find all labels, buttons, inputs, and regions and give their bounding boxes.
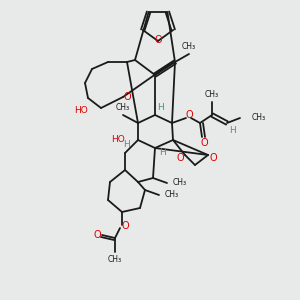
- Text: CH₃: CH₃: [252, 113, 266, 122]
- Text: H: H: [160, 148, 167, 158]
- Text: O: O: [121, 221, 129, 231]
- Text: CH₃: CH₃: [205, 91, 219, 100]
- Text: O: O: [93, 230, 101, 240]
- Text: O: O: [185, 110, 193, 120]
- Text: HO: HO: [74, 106, 88, 116]
- Text: O: O: [176, 153, 184, 163]
- Text: CH₃: CH₃: [108, 256, 122, 265]
- Text: CH₃: CH₃: [165, 190, 179, 200]
- Text: O: O: [154, 35, 162, 45]
- Text: O: O: [209, 153, 217, 163]
- Text: HO: HO: [111, 136, 125, 145]
- Text: CH₃: CH₃: [182, 43, 196, 52]
- Text: H: H: [229, 127, 236, 136]
- Text: O: O: [200, 138, 208, 148]
- Text: H: H: [157, 103, 164, 112]
- Text: O: O: [123, 92, 131, 102]
- Text: CH₃: CH₃: [173, 178, 187, 188]
- Text: CH₃: CH₃: [116, 103, 130, 112]
- Text: H: H: [123, 140, 130, 149]
